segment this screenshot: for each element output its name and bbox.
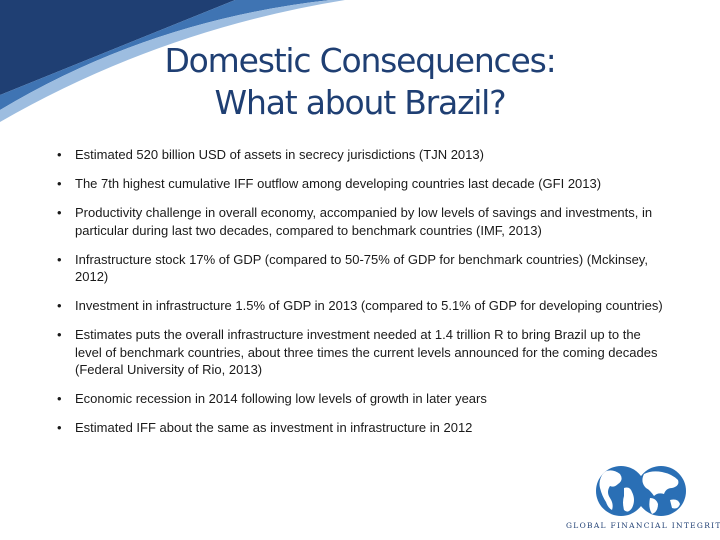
bullet-dot-icon: • [57,176,62,191]
logo-wordmark: Global Financial Integrity [566,521,720,530]
gfi-globe-logo-icon [596,466,686,516]
bullet-item: • Economic recession in 2014 following lo… [57,391,487,406]
bullet-dot-icon: • [57,147,62,162]
bullet-dot-icon: • [57,327,62,342]
bullet-dot-icon: • [57,298,62,313]
bullet-item: • Estimated IFF about the same as investm… [57,420,473,435]
bullet-item: • Investment in infrastructure 1.5% of GD… [57,298,663,313]
bullet-dot-icon: • [57,251,62,267]
bullet-dot-icon: • [57,205,62,220]
bullet-item: • Estimates puts the overall infrastructu… [57,327,658,377]
bullet-dot-icon: • [57,420,62,435]
bullet-item: • The 7th highest cumulative IFF outflow … [57,176,602,191]
bullet-item: • Productivity challenge in overall econo… [57,205,653,238]
slide-title: Domestic Consequences: What about Brazil… [0,40,720,124]
bullet-list: • Estimated 520 billion USD of assets in … [54,146,664,448]
title-line-2: What about Brazil? [214,83,507,122]
bullet-item: • Infrastructure stock 17% of GDP (compar… [57,251,648,285]
bullet-dot-icon: • [57,391,62,406]
bullet-item: • Estimated 520 billion USD of assets in … [57,147,484,162]
title-line-1: Domestic Consequences: [164,41,556,80]
